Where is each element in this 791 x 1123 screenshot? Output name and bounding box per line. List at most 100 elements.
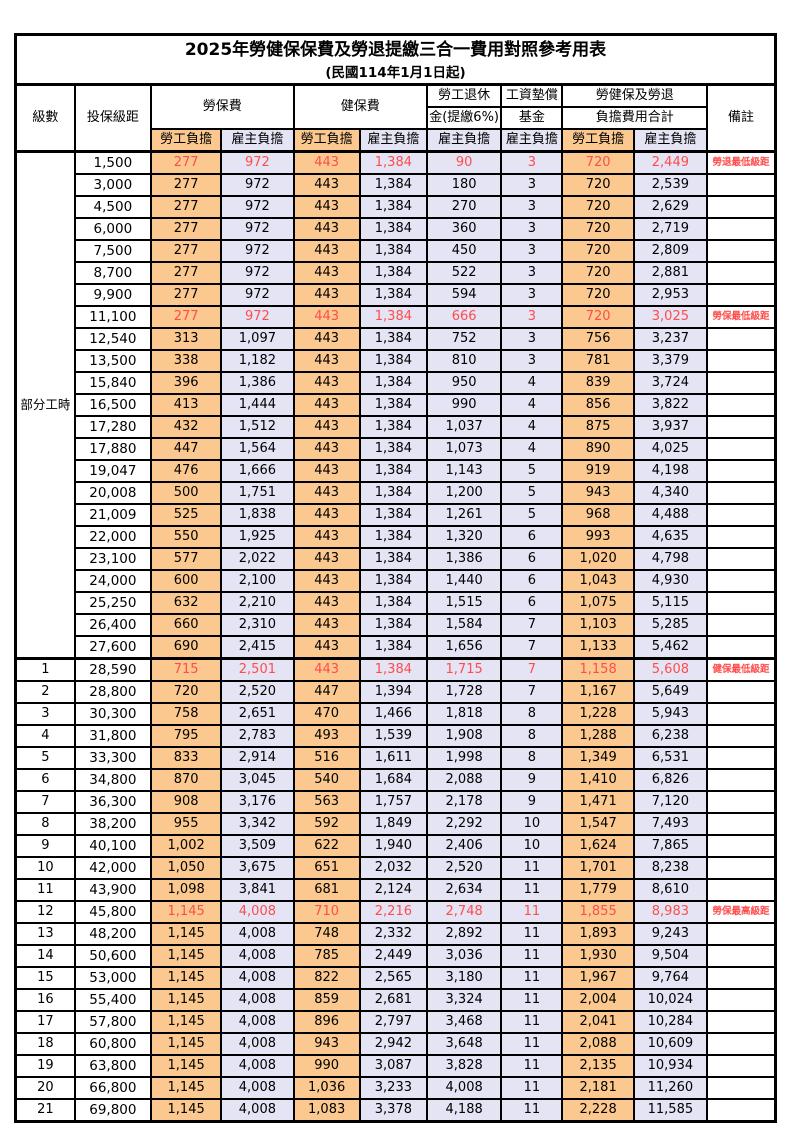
value-cell: 1,097: [220, 327, 295, 351]
value-cell: 3: [500, 239, 564, 263]
value-cell: 4,008: [220, 966, 295, 990]
table-row: 部分工時 1,500 277 972 443 1,384 90 3 720 2,449 勞退最低級距: [14, 150, 777, 660]
remark-cell: [706, 569, 777, 593]
value-cell: 11: [500, 1010, 564, 1034]
value-cell: 752: [425, 327, 503, 351]
level-cell: 21: [14, 1098, 76, 1123]
table-row: 16,500 413 1,444 443 1,384 990 4 856 3,822: [16, 393, 777, 417]
remark-cell: 勞保最低級距: [706, 305, 777, 329]
value-cell: 919: [561, 459, 635, 483]
bracket-cell: 6,000: [73, 217, 153, 241]
bracket-cell: 31,800: [73, 724, 153, 748]
value-cell: 2,022: [220, 547, 295, 571]
table-row: 3 30,300 758 2,651 470 1,466 1,818 8 1,228 5,943: [14, 702, 777, 726]
value-cell: 2,100: [220, 569, 295, 593]
header-pension-line1: 勞工退休: [425, 83, 503, 108]
value-cell: 3: [500, 195, 564, 219]
remark-cell: [706, 283, 777, 307]
remark-cell: [706, 922, 777, 946]
value-cell: 748: [292, 922, 361, 946]
value-cell: 1,075: [561, 591, 635, 615]
value-cell: 720: [561, 150, 635, 175]
remark-cell: 勞保最高級距: [706, 900, 777, 924]
value-cell: 2,651: [220, 702, 295, 726]
value-cell: 1,143: [425, 459, 503, 483]
value-cell: 4,008: [220, 922, 295, 946]
value-cell: 2,332: [358, 922, 429, 946]
value-cell: 4,008: [220, 1032, 295, 1056]
value-cell: 943: [561, 481, 635, 505]
value-cell: 3: [500, 150, 564, 175]
value-cell: 2,565: [358, 966, 429, 990]
value-cell: 3,841: [220, 878, 295, 902]
value-cell: 3,025: [632, 305, 709, 329]
header-labor-insurance: 勞保費: [150, 83, 295, 130]
value-cell: 1,050: [149, 856, 223, 880]
table-row: 18 60,800 1,145 4,008 943 2,942 3,648 11 2,088 10…: [14, 1032, 777, 1056]
value-cell: 896: [292, 1010, 361, 1034]
value-cell: 6: [500, 591, 564, 615]
value-cell: 1,384: [358, 195, 429, 219]
value-cell: 11: [500, 900, 564, 924]
table-row: 16 55,400 1,145 4,008 859 2,681 3,324 11 2,004 10…: [14, 988, 777, 1012]
value-cell: 1,145: [149, 966, 223, 990]
bracket-cell: 8,700: [73, 261, 153, 285]
value-cell: 1,384: [358, 459, 429, 483]
value-cell: 1,930: [561, 944, 635, 968]
value-cell: 3,342: [220, 812, 295, 836]
value-cell: 839: [561, 371, 635, 395]
value-cell: 1,145: [149, 1054, 223, 1078]
value-cell: 1,384: [358, 657, 429, 682]
level-group-cell: 部分工時: [14, 150, 76, 660]
bracket-cell: 13,500: [73, 349, 153, 373]
header-bracket: 投保級距: [73, 83, 153, 153]
value-cell: 1,261: [425, 503, 503, 527]
value-cell: 3,828: [425, 1054, 503, 1078]
value-cell: 6,238: [632, 724, 709, 748]
value-cell: 972: [220, 195, 295, 219]
remark-cell: [706, 635, 777, 660]
value-cell: 622: [292, 834, 361, 858]
value-cell: 681: [292, 878, 361, 902]
value-cell: 3,724: [632, 371, 709, 395]
value-cell: 955: [149, 812, 223, 836]
value-cell: 277: [149, 305, 223, 329]
remark-cell: [706, 966, 777, 990]
bracket-cell: 43,900: [73, 878, 153, 902]
value-cell: 1,471: [561, 790, 635, 814]
value-cell: 651: [292, 856, 361, 880]
remark-cell: [706, 591, 777, 615]
value-cell: 4,008: [220, 944, 295, 968]
level-cell: 8: [14, 812, 76, 836]
value-cell: 2,032: [358, 856, 429, 880]
bracket-cell: 69,800: [73, 1098, 153, 1123]
value-cell: 756: [561, 327, 635, 351]
value-cell: 2,892: [425, 922, 503, 946]
value-cell: 3,180: [425, 966, 503, 990]
value-cell: 5,943: [632, 702, 709, 726]
value-cell: 4,188: [425, 1098, 503, 1123]
value-cell: 1,384: [358, 415, 429, 439]
table-row: 19 63,800 1,145 4,008 990 3,087 3,828 11 2,135 10…: [14, 1054, 777, 1078]
value-cell: 447: [149, 437, 223, 461]
value-cell: 11: [500, 944, 564, 968]
value-cell: 338: [149, 349, 223, 373]
value-cell: 4: [500, 415, 564, 439]
value-cell: 5,649: [632, 680, 709, 704]
level-cell: 7: [14, 790, 76, 814]
value-cell: 972: [220, 239, 295, 263]
value-cell: 3,324: [425, 988, 503, 1012]
value-cell: 7: [500, 680, 564, 704]
value-cell: 1,386: [220, 371, 295, 395]
value-cell: 8,983: [632, 900, 709, 924]
value-cell: 1,512: [220, 415, 295, 439]
remark-cell: [706, 1010, 777, 1034]
table-row: 17,280 432 1,512 443 1,384 1,037 4 875 3,937: [16, 415, 777, 439]
value-cell: 443: [292, 349, 361, 373]
value-cell: 4,008: [220, 1010, 295, 1034]
remark-cell: [706, 680, 777, 704]
value-cell: 443: [292, 217, 361, 241]
value-cell: 443: [292, 525, 361, 549]
value-cell: 1,145: [149, 1010, 223, 1034]
value-cell: 443: [292, 261, 361, 285]
